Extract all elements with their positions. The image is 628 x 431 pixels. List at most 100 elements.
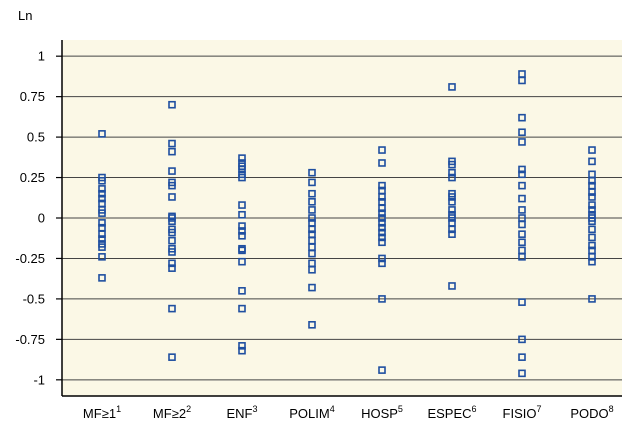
data-point	[238, 227, 246, 235]
data-point	[448, 230, 456, 238]
data-point	[588, 176, 596, 185]
data-point	[98, 189, 106, 198]
data-point	[98, 209, 106, 217]
data-point	[448, 83, 456, 91]
data-point	[98, 243, 106, 251]
data-point	[378, 214, 386, 222]
data-point	[588, 188, 596, 196]
data-point	[308, 178, 316, 187]
data-point	[588, 225, 596, 234]
x-category-label: POLIM4	[289, 404, 334, 421]
data-point	[518, 128, 526, 137]
data-point	[448, 206, 456, 214]
data-point	[238, 257, 246, 266]
data-point	[308, 198, 316, 206]
data-point	[168, 100, 176, 109]
data-point	[378, 366, 386, 374]
data-point	[238, 346, 246, 355]
y-axis-ticks: 1 0.75 0.5 0.25 0 -0.25 -0.5 -0.75 -1	[15, 49, 62, 387]
data-point	[378, 259, 386, 268]
x-category-label: FISIO7	[503, 404, 542, 421]
data-point	[518, 298, 526, 306]
data-point	[238, 222, 246, 230]
y-tick-label: 0	[38, 211, 45, 226]
x-category-label: ESPEC6	[427, 404, 476, 421]
y-axis-title: Ln	[18, 8, 32, 23]
data-point	[518, 220, 526, 229]
data-points	[98, 70, 596, 378]
data-point	[238, 201, 246, 209]
data-point	[308, 206, 316, 214]
data-point	[98, 185, 106, 193]
data-point	[98, 235, 106, 243]
data-point	[168, 139, 176, 148]
data-point	[518, 238, 526, 247]
data-point	[518, 113, 526, 122]
data-point	[238, 232, 246, 240]
data-point	[588, 201, 596, 209]
data-point	[518, 138, 526, 146]
data-point	[308, 283, 316, 292]
data-point	[98, 274, 106, 282]
data-point	[378, 254, 386, 263]
data-point	[378, 193, 386, 201]
data-point	[378, 233, 386, 242]
data-point	[588, 233, 596, 242]
data-point	[588, 193, 596, 201]
y-tick-label: -0.5	[23, 291, 45, 306]
y-tick-label: 0.25	[20, 170, 45, 185]
data-point	[518, 353, 526, 361]
data-point	[98, 253, 106, 261]
data-point	[448, 214, 456, 222]
data-point	[518, 165, 526, 174]
data-point	[588, 241, 596, 250]
data-point	[588, 295, 596, 303]
y-tick-label: 0.5	[27, 130, 45, 145]
data-point	[518, 335, 526, 344]
data-point	[98, 230, 106, 238]
data-point	[378, 181, 386, 190]
data-point	[168, 193, 176, 201]
data-point	[448, 168, 456, 177]
y-tick-label: -0.75	[15, 332, 45, 347]
data-point	[308, 189, 316, 198]
data-point	[448, 225, 456, 234]
data-point	[168, 228, 176, 237]
data-point	[378, 219, 386, 227]
data-point	[238, 173, 246, 182]
y-tick-label: -1	[33, 372, 45, 387]
data-point	[98, 176, 106, 185]
y-tick-label: -0.25	[15, 251, 45, 266]
data-point	[378, 223, 386, 232]
data-point	[308, 168, 316, 177]
data-point	[588, 253, 596, 261]
data-point	[518, 206, 526, 214]
x-category-label: MF≥22	[153, 404, 191, 421]
data-point	[448, 193, 456, 201]
data-point	[168, 304, 176, 313]
data-point	[518, 230, 526, 238]
data-point	[518, 194, 526, 203]
data-point	[518, 253, 526, 261]
data-point	[588, 217, 596, 226]
data-point	[168, 259, 176, 268]
y-tick-label: 0.75	[20, 89, 45, 104]
data-point	[308, 225, 316, 234]
data-point	[518, 76, 526, 85]
data-point	[588, 146, 596, 154]
data-point	[168, 236, 176, 245]
x-category-label: MF≥11	[83, 404, 121, 421]
x-category-label: HOSP5	[361, 404, 403, 421]
data-point	[168, 147, 176, 156]
data-point	[448, 173, 456, 182]
data-point	[448, 282, 456, 290]
data-point	[378, 204, 386, 213]
data-point	[308, 320, 316, 329]
data-point	[238, 342, 246, 350]
data-point	[378, 159, 386, 167]
data-point	[168, 181, 176, 190]
x-category-label: ENF3	[226, 404, 257, 421]
data-point	[238, 304, 246, 313]
data-point	[448, 160, 456, 169]
data-point	[378, 238, 386, 247]
